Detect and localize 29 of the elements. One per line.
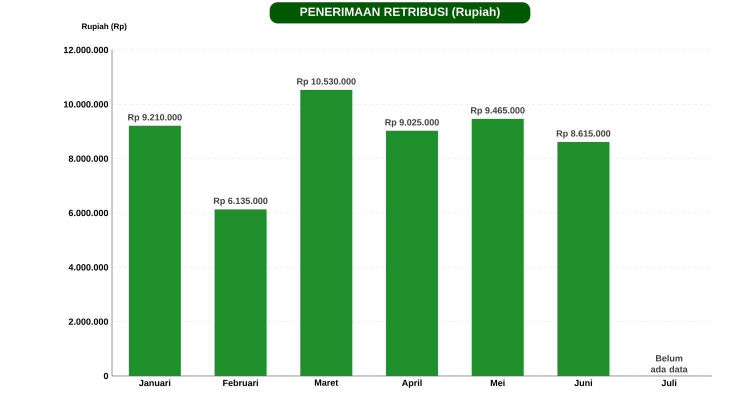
x-tick-label: Juli: [662, 380, 676, 386]
y-tick-label: 8.000.000: [68, 155, 108, 162]
data-label: Rp 9.465.000: [471, 107, 525, 116]
x-tick-label: Maret: [314, 380, 338, 386]
x-tick-label: Februari: [223, 380, 258, 386]
bar: [300, 90, 352, 376]
bar: [472, 118, 524, 376]
chart-title: PENERIMAAN RETRIBUSI (Rupiah): [300, 7, 500, 18]
data-label: Rp 8.615.000: [556, 130, 610, 138]
y-tick-label: 0: [104, 372, 108, 380]
x-tick-label: Mei: [490, 380, 505, 386]
bar: [386, 130, 438, 376]
y-tick-label: 12.000.000: [64, 46, 108, 54]
x-tick-label: Januari: [139, 380, 170, 386]
y-axis-title: Rupiah (Rp): [82, 23, 126, 31]
y-tick-label: 10.000.000: [64, 101, 108, 108]
x-tick-label: Juni: [574, 380, 592, 386]
y-tick-label: 4.000.000: [68, 264, 108, 271]
data-label: Rp 6.135.000: [214, 198, 268, 206]
bar: [557, 142, 610, 376]
bar: [214, 209, 267, 376]
y-tick-label: 6.000.000: [68, 210, 108, 216]
y-tick-label: 2.000.000: [68, 318, 108, 325]
data-label: Rp 10.530.000: [297, 78, 356, 86]
data-label: Rp 9.210.000: [128, 114, 182, 122]
x-tick-label: April: [402, 380, 422, 388]
annotation: Belum ada data: [650, 354, 688, 372]
data-label: Rp 9.025.000: [385, 119, 439, 128]
bar: [128, 126, 181, 376]
